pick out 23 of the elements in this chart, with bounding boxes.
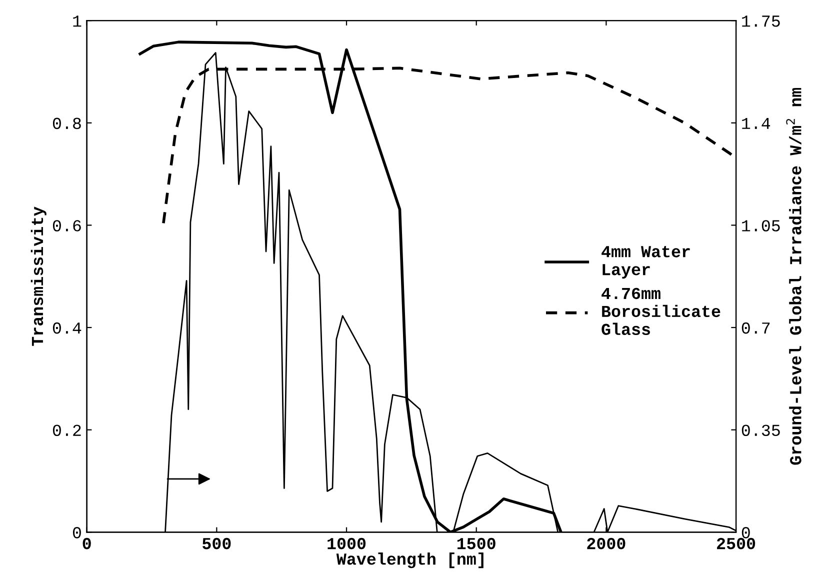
y2-tick-label: 1.75 <box>742 16 780 27</box>
y-tick-label: 0.2 <box>52 424 81 436</box>
y-tick-label: 0 <box>72 527 81 538</box>
y2-tick-label: 0 <box>742 527 750 538</box>
y-tick-label: 1 <box>73 16 82 27</box>
y2-axis-title: Ground-Level Global Irradiance W/m$^{2}$ nm <box>786 88 802 465</box>
legend-label: 4mm Water Layer <box>602 246 690 279</box>
x-tick-label: 500 <box>202 538 231 550</box>
legend-label: 4.76mm Borosilicate Glass <box>602 288 720 336</box>
x-tick-label: 1000 <box>328 538 366 550</box>
y-tick-label: 0.8 <box>52 118 81 130</box>
y-tick-label: 0.4 <box>52 322 82 334</box>
x-axis-title: Wavelength [nm] <box>336 552 484 568</box>
y-tick-label: 0.6 <box>52 220 81 232</box>
x-tick-label: 2500 <box>717 538 756 550</box>
x-tick-label: 0 <box>82 538 91 550</box>
x-tick-label: 1500 <box>457 538 496 550</box>
y2-tick-label: 1.05 <box>742 220 780 232</box>
y2-tick-label: 1.4 <box>742 118 770 129</box>
x-tick-label: 2000 <box>587 538 626 550</box>
y2-tick-label: 0.35 <box>742 424 780 436</box>
y2-tick-label: 0.7 <box>742 322 770 334</box>
y-axis-title: Transmissivity <box>30 206 46 346</box>
